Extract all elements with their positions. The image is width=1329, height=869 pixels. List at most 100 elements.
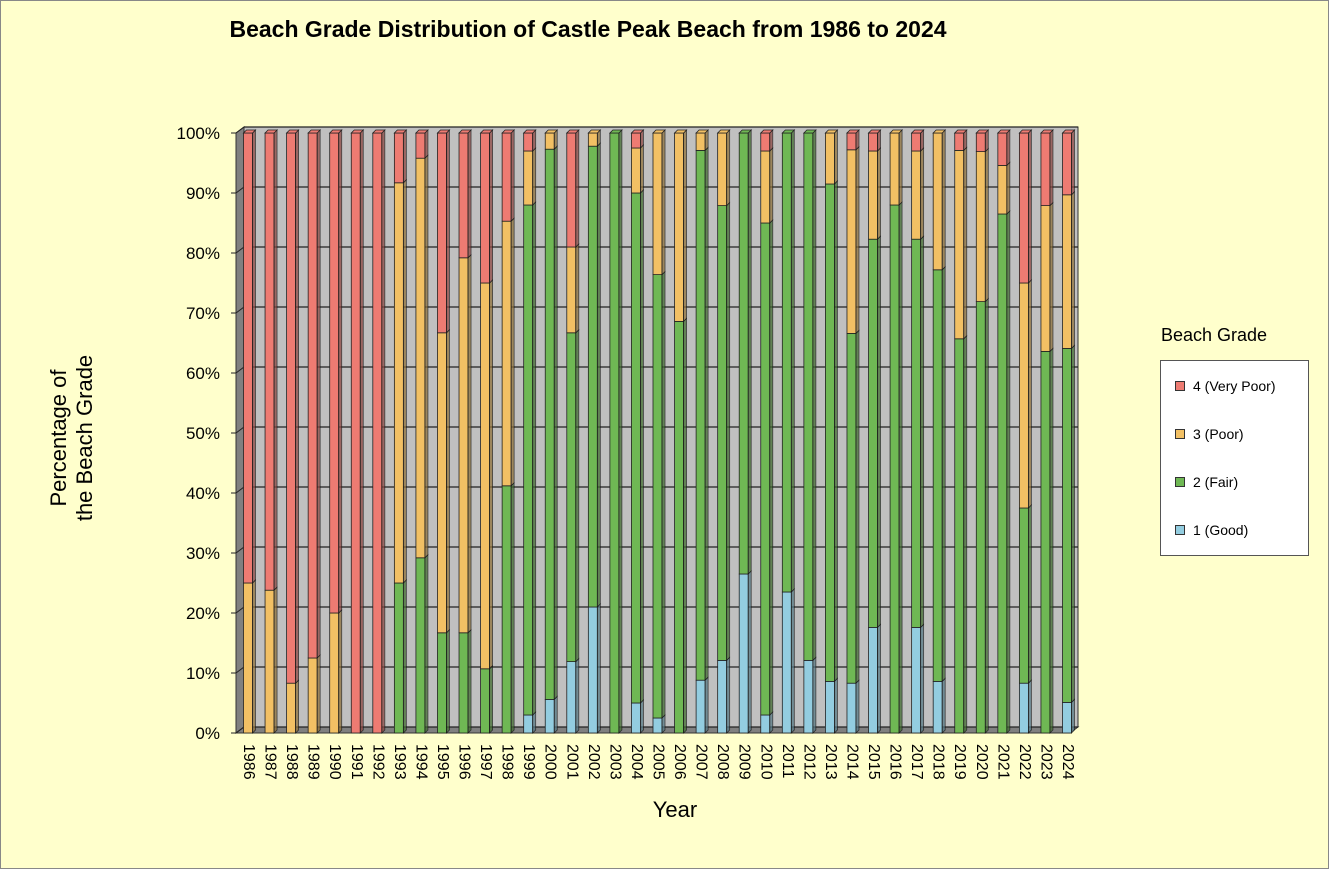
bar-segment-side (1071, 698, 1075, 734)
bar-segment (587, 606, 598, 734)
x-tick-label: 2010 (757, 744, 774, 780)
x-tick-label: 1990 (326, 744, 343, 780)
gridline-side (235, 186, 245, 194)
bar-segment (458, 632, 469, 734)
bar-segment (911, 150, 922, 240)
bar-segment (523, 714, 534, 734)
bar-segment (350, 132, 361, 734)
y-tick-label: 40% (186, 484, 220, 503)
bar-segment-side (834, 677, 838, 734)
bar-top (264, 129, 279, 134)
bar-segment (695, 679, 706, 734)
bar-segment-side (920, 129, 925, 152)
bar-1994 (414, 129, 429, 734)
bar-segment (501, 132, 512, 222)
bar-segment (264, 132, 275, 591)
x-tick-label: 2005 (650, 744, 667, 780)
x-tick-label: 1995 (434, 744, 451, 780)
x-tick-label: 2016 (887, 744, 904, 780)
x-tick-label: 2009 (736, 744, 753, 780)
bar-2018 (932, 129, 947, 734)
bar-segment-side (1006, 161, 1011, 215)
gridline-side (235, 246, 245, 254)
x-tick-label: 2024 (1059, 744, 1076, 780)
bar-segment-side (640, 699, 644, 734)
x-tick-label: 2002 (585, 744, 602, 780)
legend-label: 4 (Very Poor) (1193, 378, 1276, 394)
bar-segment (717, 205, 728, 661)
bar-1992 (371, 129, 386, 734)
y-tick-label: 20% (186, 604, 220, 623)
bar-1999 (522, 129, 537, 734)
bar-segment-side (532, 201, 537, 716)
bar-segment (975, 132, 986, 153)
bar-segment (717, 660, 728, 734)
bar-2010 (759, 129, 774, 734)
bar-2003 (608, 129, 623, 734)
bar-segment (997, 164, 1008, 215)
bar-segment-side (424, 154, 429, 559)
bar-segment-side (596, 142, 601, 608)
legend: 4 (Very Poor) 3 (Poor) 2 (Fair) 1 (Good) (1160, 360, 1309, 556)
bar-top (1061, 129, 1076, 134)
bar-1987 (264, 129, 279, 734)
bar-segment (846, 132, 857, 151)
bar-1989 (307, 129, 322, 734)
bar-segment-side (704, 676, 709, 734)
bar-segment (458, 132, 469, 259)
bar-segment (1062, 194, 1072, 349)
bar-segment-side (446, 129, 450, 334)
x-tick-label: 2020 (973, 744, 990, 780)
bar-segment-side (834, 129, 838, 185)
bar-segment-side (446, 328, 450, 634)
bar-segment-side (898, 129, 903, 206)
x-tick-label: 1991 (348, 744, 365, 780)
y-tick-label: 90% (186, 184, 220, 203)
bar-segment-side (316, 129, 321, 659)
bar-2009 (738, 129, 753, 734)
bar-segment (329, 612, 340, 734)
x-tick-label: 1988 (283, 744, 300, 780)
bar-segment (825, 183, 835, 682)
x-tick-label: 2022 (1016, 744, 1033, 780)
bar-segment-side (402, 129, 407, 184)
bar-segment-side (424, 129, 429, 160)
bar-segment-side (941, 677, 946, 734)
chart-title: Beach Grade Distribution of Castle Peak … (229, 16, 947, 42)
bar-segment-side (575, 328, 580, 663)
x-tick-label: 1992 (369, 744, 386, 780)
bar-segment (825, 132, 835, 185)
bar-segment-side (877, 129, 881, 152)
bar-segment-side (941, 265, 946, 683)
x-tick-label: 1999 (520, 744, 537, 780)
bar-segment (911, 238, 922, 628)
bar-segment-side (898, 201, 903, 734)
bar-segment (480, 668, 490, 734)
bar-segment (997, 132, 1008, 166)
legend-label: 2 (Fair) (1193, 474, 1239, 490)
bar-segment-side (489, 664, 493, 734)
bar-segment (889, 204, 900, 734)
bar-top (975, 129, 990, 134)
bar-2005 (652, 129, 666, 734)
bar-segment-side (510, 129, 515, 223)
bar-segment-side (726, 201, 731, 662)
bar-segment (544, 132, 555, 150)
bar-segment (1018, 507, 1029, 684)
bar-top (501, 129, 516, 134)
bar-segment (523, 132, 534, 152)
bar-segment (975, 151, 986, 303)
bar-segment-side (489, 279, 493, 670)
bar-segment (544, 699, 555, 734)
gridline-side (235, 306, 245, 314)
bar-segment (566, 246, 577, 334)
bar-1995 (436, 129, 451, 734)
bar-segment-side (316, 654, 321, 734)
bar-segment-side (402, 178, 407, 584)
bar-segment-side (1049, 347, 1054, 734)
bar-segment (264, 589, 275, 734)
bar-segment (932, 132, 943, 271)
bar-segment-side (661, 270, 666, 719)
bar-top (802, 129, 817, 134)
bar-2015 (867, 129, 882, 734)
